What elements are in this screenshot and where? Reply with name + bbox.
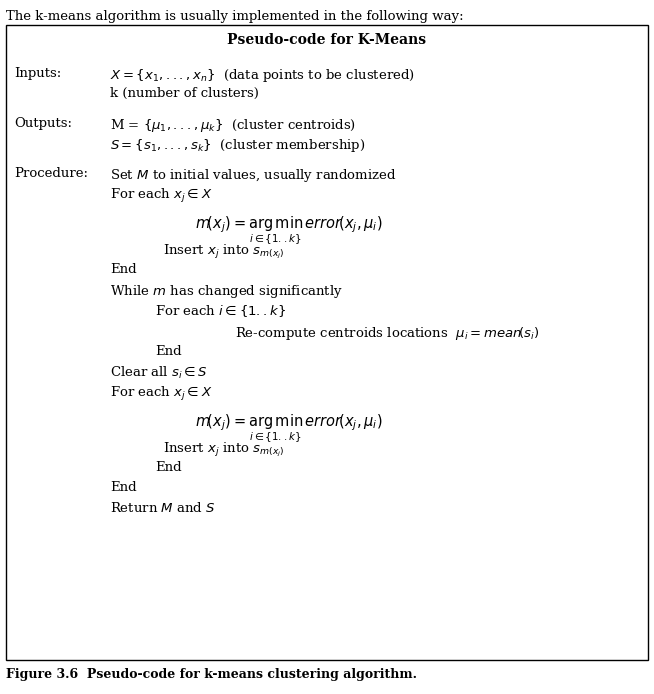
Text: Inputs:: Inputs: bbox=[14, 67, 61, 80]
Text: Insert $x_j$ into $s_{m(x_j)}$: Insert $x_j$ into $s_{m(x_j)}$ bbox=[163, 441, 284, 459]
Text: Outputs:: Outputs: bbox=[14, 117, 72, 130]
Text: End: End bbox=[155, 345, 182, 358]
Text: Clear all $s_i \in S$: Clear all $s_i \in S$ bbox=[110, 365, 208, 381]
Text: Pseudo-code for K-Means: Pseudo-code for K-Means bbox=[228, 33, 426, 47]
Text: $S = \{s_1,...,s_k\}$  (cluster membership): $S = \{s_1,...,s_k\}$ (cluster membershi… bbox=[110, 137, 366, 154]
Text: Set $M$ to initial values, usually randomized: Set $M$ to initial values, usually rando… bbox=[110, 167, 397, 184]
Text: $m\!\left(x_j\right) = \underset{i\in\{1..k\}}{\arg\min}\,\mathit{error}\!\left(: $m\!\left(x_j\right) = \underset{i\in\{1… bbox=[195, 215, 383, 246]
Text: For each $x_j \in X$: For each $x_j \in X$ bbox=[110, 187, 213, 205]
Text: $X = \{x_1,...,x_n\}$  (data points to be clustered): $X = \{x_1,...,x_n\}$ (data points to be… bbox=[110, 67, 415, 84]
Text: The k-means algorithm is usually implemented in the following way:: The k-means algorithm is usually impleme… bbox=[6, 10, 464, 23]
Text: k (number of clusters): k (number of clusters) bbox=[110, 87, 259, 100]
Text: Insert $x_j$ into $s_{m(x_j)}$: Insert $x_j$ into $s_{m(x_j)}$ bbox=[163, 243, 284, 261]
Text: For each $i \in \{1..k\}$: For each $i \in \{1..k\}$ bbox=[155, 303, 286, 319]
Text: Figure 3.6  Pseudo-code for k-means clustering algorithm.: Figure 3.6 Pseudo-code for k-means clust… bbox=[6, 668, 417, 681]
Text: End: End bbox=[110, 481, 137, 494]
Text: End: End bbox=[155, 461, 182, 474]
Text: Return $M$ and $S$: Return $M$ and $S$ bbox=[110, 501, 216, 515]
Text: End: End bbox=[110, 263, 137, 276]
Text: Procedure:: Procedure: bbox=[14, 167, 88, 180]
Text: While $m$ has changed significantly: While $m$ has changed significantly bbox=[110, 283, 343, 300]
Text: M = $\{\mu_1,...,\mu_k\}$  (cluster centroids): M = $\{\mu_1,...,\mu_k\}$ (cluster centr… bbox=[110, 117, 356, 134]
Text: Re-compute centroids locations  $\mu_i = \mathit{mean}\!\left(s_i\right)$: Re-compute centroids locations $\mu_i = … bbox=[235, 325, 540, 342]
Text: For each $x_j \in X$: For each $x_j \in X$ bbox=[110, 385, 213, 403]
Text: $m\!\left(x_j\right) = \underset{i\in\{1..k\}}{\arg\min}\,\mathit{error}\!\left(: $m\!\left(x_j\right) = \underset{i\in\{1… bbox=[195, 413, 383, 444]
